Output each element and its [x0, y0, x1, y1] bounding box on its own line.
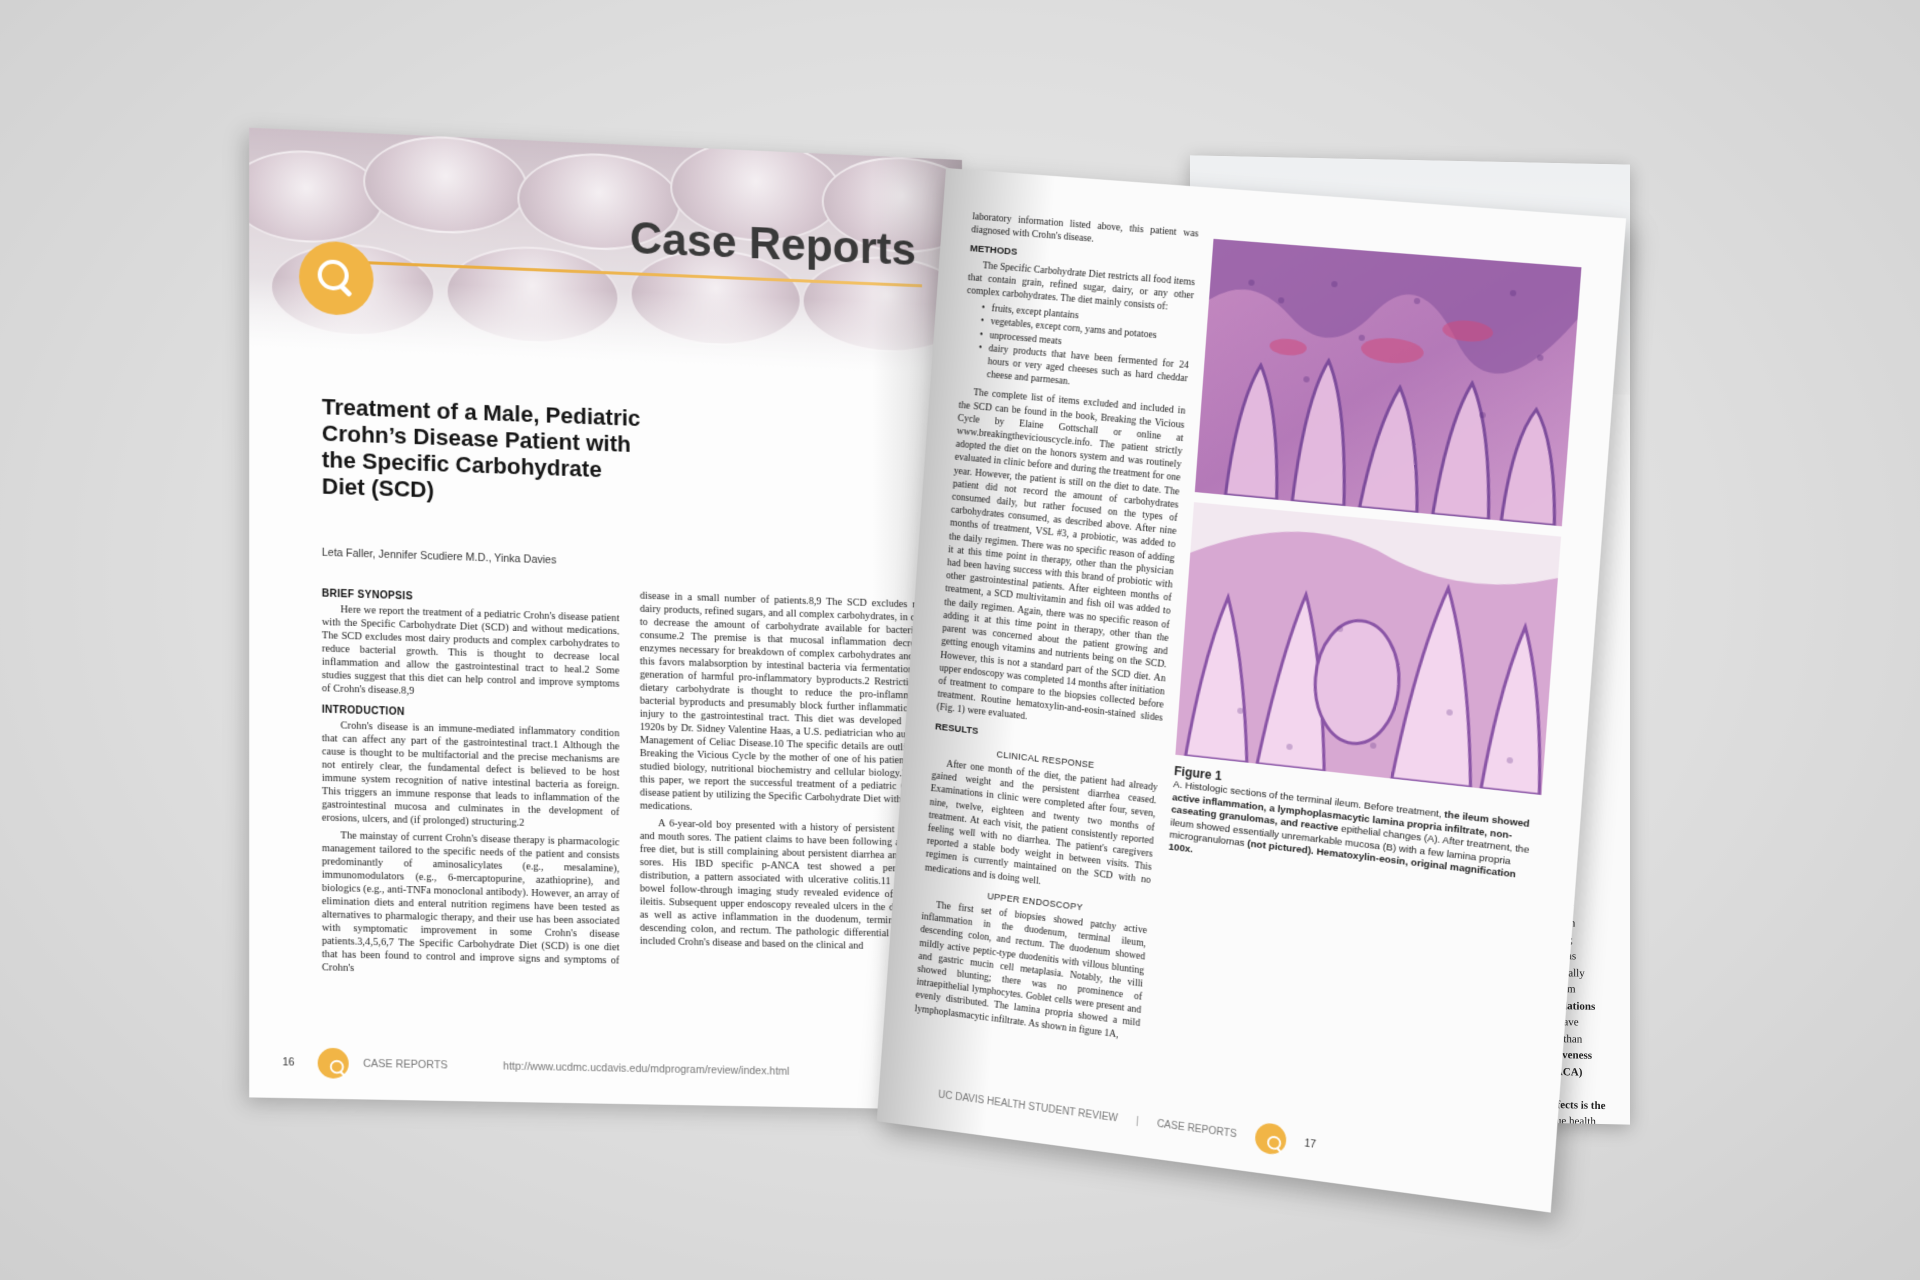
histology-panel-a: A	[1194, 238, 1582, 527]
histology-image-b	[1175, 502, 1562, 796]
right-page-footer: UC DAVIS HEALTH STUDENT REVIEW | CASE RE…	[937, 1080, 1512, 1187]
search-icon	[1253, 1121, 1288, 1157]
right-page: laboratory information listed above, thi…	[876, 168, 1627, 1213]
left-page-footer: 16 CASE REPORTS http://www.ucdmc.ucdavis…	[282, 1047, 914, 1089]
footer-section-label: CASE REPORTS	[363, 1057, 448, 1072]
introduction-paragraph: Crohn's disease is an immune-mediated in…	[321, 720, 620, 829]
introduction-paragraph: The mainstay of current Crohn's disease …	[321, 830, 620, 975]
page-number: 17	[1304, 1137, 1317, 1151]
histology-panel-b: B	[1175, 502, 1562, 796]
figure-1: A B	[1168, 238, 1590, 898]
page-number: 16	[282, 1056, 295, 1069]
footer-url: http://www.ucdmc.ucdavis.edu/mdprogram/r…	[503, 1060, 790, 1078]
histology-image-a	[1194, 238, 1582, 527]
footer-section-label: CASE REPORTS	[1156, 1118, 1238, 1140]
brief-synopsis-text: Here we report the treatment of a pediat…	[321, 604, 620, 697]
left-page: Case Reports Treatment of a Male, Pediat…	[249, 127, 962, 1110]
article-authors: Leta Faller, Jennifer Scudiere M.D., Yin…	[321, 546, 557, 567]
left-column-1: BRIEF SYNOPSIS Here we report the treatm…	[322, 587, 620, 984]
petri-dish	[249, 147, 384, 246]
petri-dish	[363, 132, 528, 237]
article-title: Treatment of a Male, Pediatric Crohn’s D…	[321, 393, 641, 503]
search-icon	[317, 1047, 349, 1079]
